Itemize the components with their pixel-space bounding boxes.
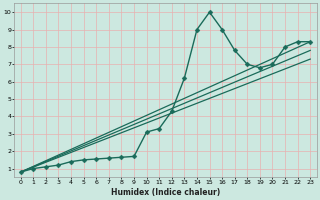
X-axis label: Humidex (Indice chaleur): Humidex (Indice chaleur): [111, 188, 220, 197]
